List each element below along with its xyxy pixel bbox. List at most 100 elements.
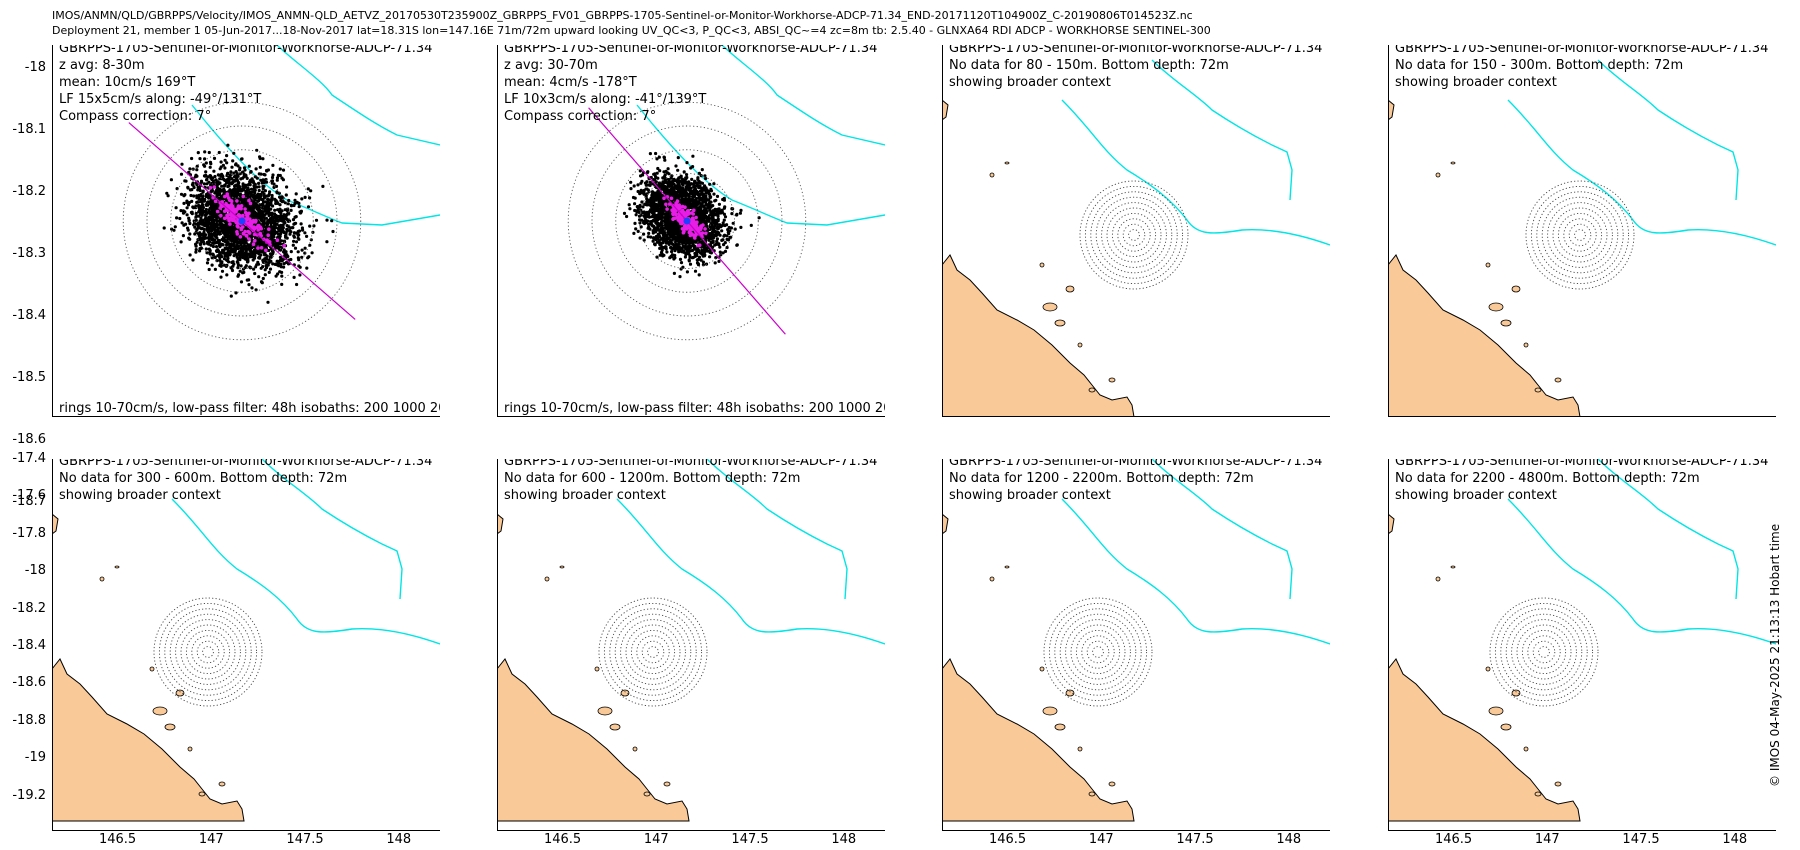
velocity-point <box>226 143 230 147</box>
velocity-point <box>697 273 701 277</box>
velocity-point <box>256 262 261 266</box>
velocity-point <box>654 208 658 213</box>
velocity-point <box>712 182 716 186</box>
lowpass-point <box>226 196 231 200</box>
velocity-point <box>321 184 325 188</box>
velocity-point <box>261 178 265 182</box>
velocity-point <box>729 235 733 239</box>
velocity-point <box>671 223 675 227</box>
velocity-point <box>280 282 284 286</box>
velocity-point <box>261 184 265 189</box>
velocity-ring <box>170 149 314 293</box>
velocity-point <box>297 205 301 209</box>
velocity-point <box>278 167 282 171</box>
velocity-point <box>275 178 279 182</box>
lowpass-point <box>227 218 231 223</box>
velocity-point <box>272 243 276 247</box>
velocity-point <box>258 165 262 169</box>
velocity-point <box>229 170 233 174</box>
velocity-point <box>715 237 719 241</box>
velocity-point <box>214 249 219 253</box>
lowpass-point <box>244 233 249 238</box>
velocity-point <box>213 241 217 245</box>
velocity-point <box>209 243 213 247</box>
velocity-point <box>200 180 204 184</box>
velocity-point <box>669 246 673 250</box>
velocity-point <box>190 156 194 161</box>
velocity-point <box>245 278 249 282</box>
lowpass-point <box>258 225 263 229</box>
isobath-line <box>276 45 440 146</box>
velocity-point <box>718 245 722 249</box>
velocity-point <box>660 245 664 250</box>
velocity-point <box>212 156 217 160</box>
velocity-point <box>638 169 642 173</box>
velocity-point <box>218 232 222 236</box>
velocity-point <box>722 206 726 210</box>
velocity-point <box>257 275 261 279</box>
velocity-point <box>268 211 272 215</box>
velocity-point <box>196 151 200 155</box>
velocity-point <box>264 177 268 182</box>
velocity-point <box>278 248 283 252</box>
velocity-point <box>220 250 224 254</box>
lowpass-point <box>228 222 232 226</box>
velocity-point <box>239 280 244 284</box>
velocity-point <box>268 203 272 207</box>
velocity-point <box>236 185 240 189</box>
velocity-point <box>272 232 277 236</box>
velocity-point <box>218 167 222 171</box>
plot-canvas-2 <box>497 45 885 417</box>
velocity-point <box>282 262 286 266</box>
velocity-point <box>672 182 676 186</box>
velocity-point <box>218 258 222 262</box>
velocity-point <box>712 192 716 196</box>
lowpass-point <box>245 213 249 218</box>
velocity-point <box>674 164 678 168</box>
velocity-point <box>281 178 285 182</box>
velocity-point <box>246 196 250 200</box>
velocity-point <box>208 249 212 253</box>
velocity-point <box>672 271 676 275</box>
velocity-point <box>713 207 717 211</box>
velocity-point <box>215 180 219 185</box>
isobath-line <box>191 104 440 226</box>
velocity-point <box>257 172 261 176</box>
velocity-point <box>303 231 307 235</box>
velocity-point <box>722 212 726 216</box>
velocity-point <box>731 207 735 211</box>
velocity-point <box>190 212 194 216</box>
lowpass-point <box>229 199 234 204</box>
velocity-point <box>246 183 250 187</box>
velocity-point <box>237 251 241 255</box>
velocity-point <box>253 253 257 257</box>
velocity-point <box>694 204 698 208</box>
velocity-point <box>257 185 261 189</box>
velocity-point <box>209 212 213 216</box>
lowpass-point <box>235 232 240 236</box>
velocity-point <box>205 226 209 230</box>
velocity-point <box>291 218 296 222</box>
velocity-point <box>248 266 252 270</box>
velocity-point <box>262 181 266 185</box>
velocity-point <box>311 230 315 234</box>
velocity-point <box>684 251 688 255</box>
velocity-point <box>242 254 246 258</box>
velocity-point <box>293 198 297 202</box>
velocity-point <box>288 232 292 236</box>
velocity-point <box>733 227 737 231</box>
velocity-point <box>213 255 217 259</box>
velocity-point <box>285 224 289 228</box>
velocity-point <box>672 177 676 181</box>
velocity-point <box>730 212 734 216</box>
velocity-point <box>232 151 236 155</box>
velocity-point <box>203 157 207 161</box>
velocity-point <box>715 194 720 198</box>
velocity-point <box>711 239 715 243</box>
velocity-point <box>650 222 654 226</box>
velocity-point <box>280 274 284 278</box>
velocity-point <box>259 194 263 198</box>
velocity-point <box>197 187 202 191</box>
velocity-point <box>201 239 205 243</box>
velocity-point <box>281 168 286 172</box>
